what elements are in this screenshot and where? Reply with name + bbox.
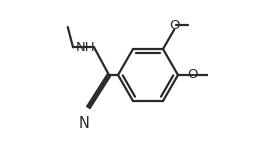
Text: NH: NH bbox=[76, 41, 95, 54]
Text: O: O bbox=[169, 19, 180, 32]
Text: N: N bbox=[79, 116, 90, 130]
Text: O: O bbox=[188, 69, 198, 81]
